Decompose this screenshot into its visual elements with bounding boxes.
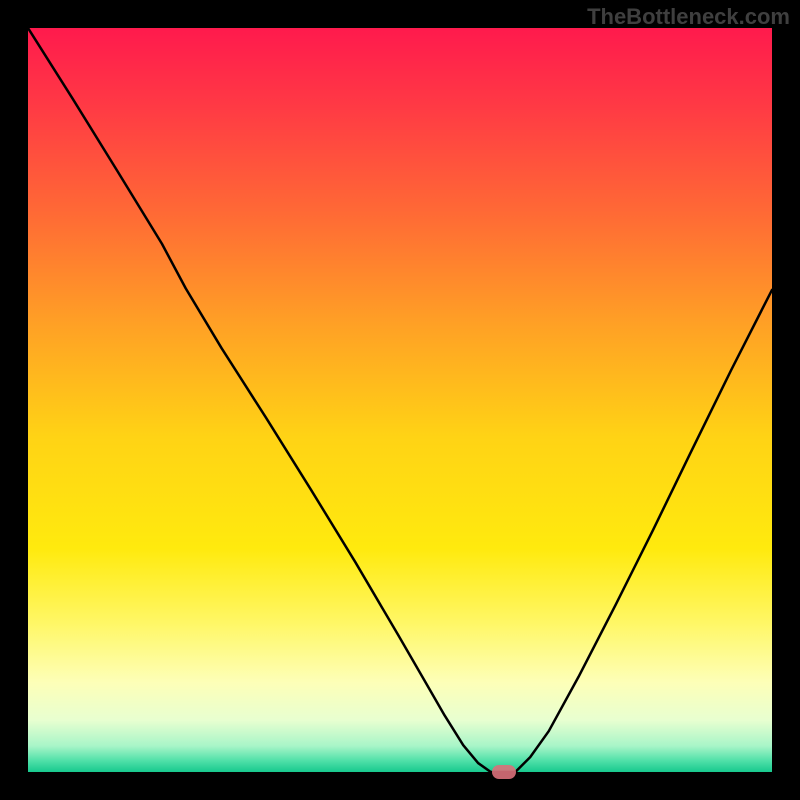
watermark-text: TheBottleneck.com [587,4,790,30]
plot-svg [28,28,772,772]
plot-area [28,28,772,772]
optimal-marker [492,765,516,779]
gradient-background [28,28,772,772]
chart-container: TheBottleneck.com [0,0,800,800]
